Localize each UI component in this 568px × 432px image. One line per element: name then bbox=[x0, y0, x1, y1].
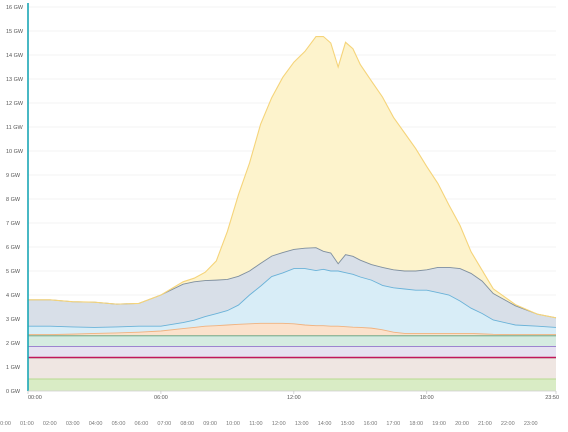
chart-series-lines bbox=[28, 35, 557, 380]
y-tick-label: 8 GW bbox=[6, 197, 21, 203]
area-series-4 bbox=[28, 335, 556, 347]
area-series-1 bbox=[28, 358, 556, 379]
overview-tick-label: 06:00 bbox=[135, 421, 149, 427]
overview-tick-label: 20:00 bbox=[455, 421, 469, 427]
x-tick-label: 00:00 bbox=[28, 395, 42, 401]
y-tick-label: 13 GW bbox=[6, 77, 24, 83]
overview-tick-label: 23:00 bbox=[524, 421, 538, 427]
y-tick-label: 1 GW bbox=[6, 365, 21, 371]
overview-tick-label: 21:00 bbox=[478, 421, 492, 427]
x-tick-label: 23:50 bbox=[545, 395, 559, 401]
y-tick-label: 7 GW bbox=[6, 221, 21, 227]
x-tick-label: 06:00 bbox=[154, 395, 168, 401]
y-tick-label: 3 GW bbox=[6, 317, 21, 323]
overview-tick-label: 03:00 bbox=[66, 421, 80, 427]
overview-tick-label: 14:00 bbox=[318, 421, 332, 427]
y-tick-label: 16 GW bbox=[6, 5, 24, 11]
overview-tick-label: 13:00 bbox=[295, 421, 309, 427]
chart-areas bbox=[28, 36, 556, 391]
y-tick-label: 14 GW bbox=[6, 53, 24, 59]
overview-tick-label: 11:00 bbox=[249, 421, 262, 427]
area-series-3 bbox=[28, 346, 556, 358]
overview-tick-label: 19:00 bbox=[432, 421, 446, 427]
x-tick-label: 12:00 bbox=[287, 395, 301, 401]
y-tick-label: 11 GW bbox=[6, 125, 24, 131]
y-tick-label: 0 GW bbox=[6, 389, 21, 395]
area-series-7 bbox=[28, 247, 556, 328]
overview-tick-label: 05:00 bbox=[112, 421, 126, 427]
line-series-5 bbox=[28, 322, 556, 336]
overview-tick-label: 08:00 bbox=[180, 421, 194, 427]
line-series-6 bbox=[28, 268, 557, 328]
y-tick-label: 10 GW bbox=[6, 149, 24, 155]
overview-tick-label: 18:00 bbox=[409, 421, 423, 427]
overview-x-axis: 00:00 01:00 02:00 03:00 04:00 05:00 06:00 07:00… bbox=[0, 421, 538, 427]
overview-tick-label: 09:00 bbox=[203, 421, 217, 427]
area-series-6 bbox=[28, 268, 556, 335]
x-axis: 00:00 06:00 12:00 18:00 23:50 bbox=[27, 390, 559, 401]
overview-tick-label: 07:00 bbox=[157, 421, 171, 427]
y-tick-label: 6 GW bbox=[6, 245, 21, 251]
overview-tick-label: 01:00 bbox=[20, 421, 34, 427]
y-tick-label: 9 GW bbox=[6, 173, 21, 179]
y-tick-label: 15 GW bbox=[6, 29, 24, 35]
line-series-8 bbox=[28, 35, 557, 319]
y-tick-label: 5 GW bbox=[6, 269, 21, 275]
area-series-8 bbox=[28, 36, 556, 318]
overview-tick-label: 22:00 bbox=[501, 421, 515, 427]
line-series-7 bbox=[28, 247, 557, 319]
x-tick-label: 18:00 bbox=[420, 395, 434, 401]
y-axis: 0 GW 1 GW 2 GW 3 GW 4 GW 5 GW 6 GW 7 GW 8 GW 9 GW… bbox=[6, 3, 29, 395]
overview-tick-label: 10:00 bbox=[226, 421, 240, 427]
area-series-5 bbox=[28, 323, 556, 336]
overview-tick-label: 04:00 bbox=[89, 421, 103, 427]
overview-tick-label: 00:00 bbox=[0, 421, 11, 427]
overview-tick-label: 12:00 bbox=[272, 421, 286, 427]
overview-tick-label: 15:00 bbox=[341, 421, 355, 427]
overview-tick-label: 17:00 bbox=[386, 421, 400, 427]
overview-tick-label: 02:00 bbox=[43, 421, 57, 427]
y-tick-label: 4 GW bbox=[6, 293, 21, 299]
area-series-0 bbox=[28, 379, 556, 391]
overview-tick-label: 16:00 bbox=[364, 421, 378, 427]
y-tick-label: 2 GW bbox=[6, 341, 21, 347]
y-tick-label: 12 GW bbox=[6, 101, 24, 107]
